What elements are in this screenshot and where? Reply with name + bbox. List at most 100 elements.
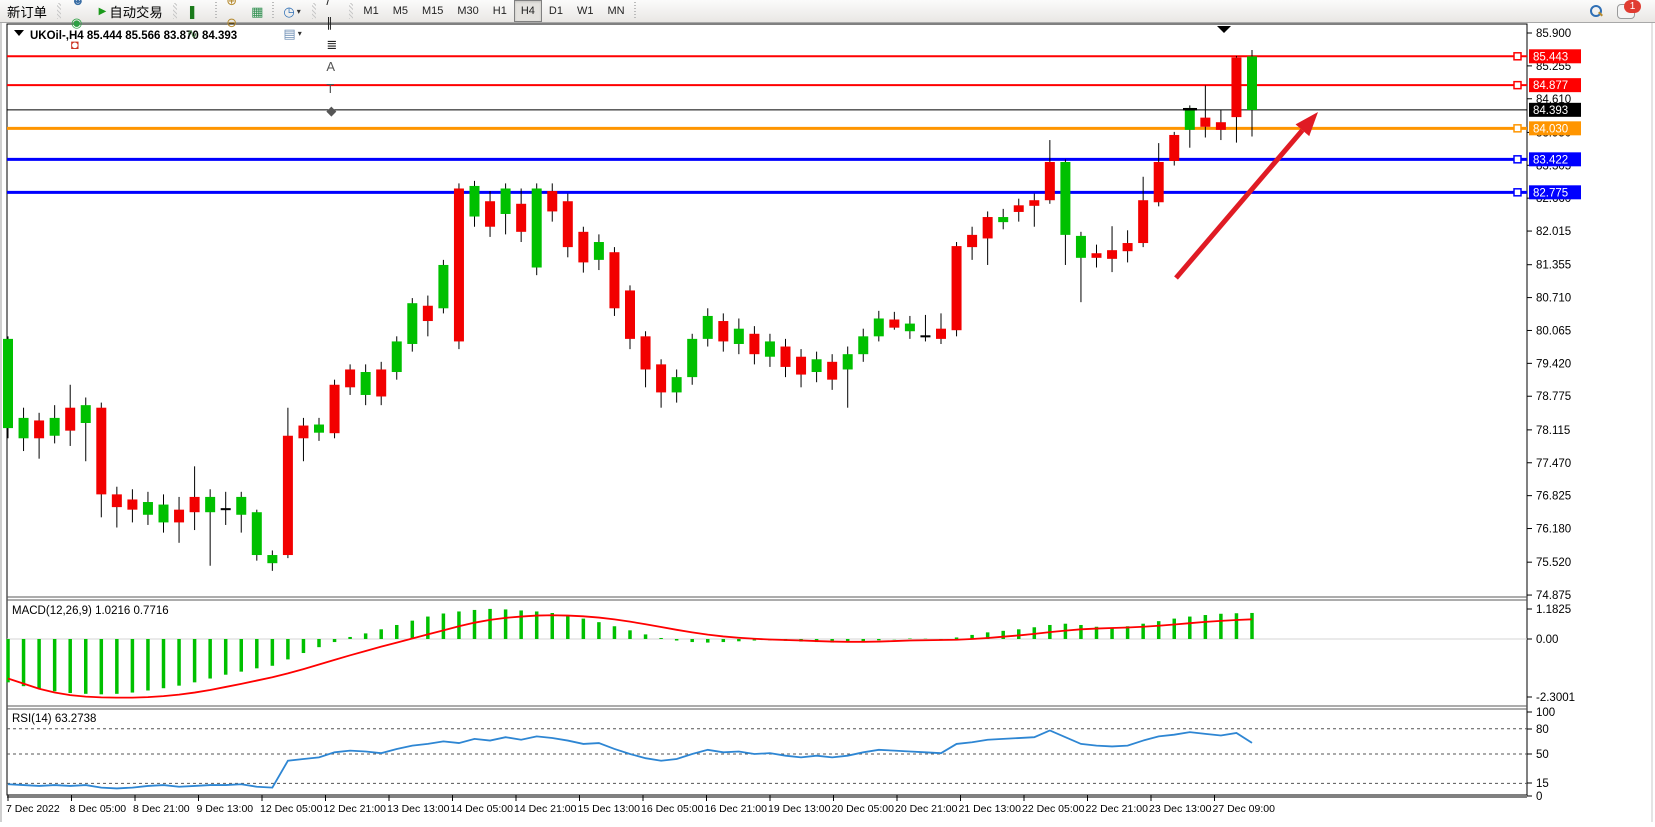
chart-canvas[interactable]: 85.90085.25584.61083.95083.30582.66082.0… — [0, 22, 1655, 822]
time-axis-label: 13 Dec 13:00 — [387, 803, 450, 815]
candle-body — [1169, 134, 1180, 161]
timeframe-group: M1 M5 M15 M30 H1 H4 D1 W1 MN — [356, 0, 631, 22]
candle-body — [205, 496, 216, 513]
candle-body — [593, 242, 604, 260]
candle-body — [391, 341, 402, 373]
shapes-button[interactable]: ◆ — [320, 99, 345, 121]
candle-body — [174, 509, 185, 523]
candlestick-chart-button[interactable]: ❚ — [181, 0, 213, 22]
zoom-in-button[interactable]: ⊕ — [220, 0, 243, 11]
fibonacci-icon: ≣ — [326, 36, 338, 52]
price-axis-label: 78.115 — [1536, 425, 1570, 437]
new-order-button[interactable]: 新订单 — [1, 1, 53, 21]
price-axis-label: 81.355 — [1536, 260, 1571, 272]
candle-body — [578, 231, 589, 263]
autotrading-button[interactable]: ▶ 自动交易 — [93, 1, 169, 21]
channel-button[interactable]: ∥ — [320, 11, 345, 33]
time-axis-label: 16 Dec 05:00 — [641, 803, 704, 815]
price-axis-label: 80.065 — [1536, 325, 1571, 337]
candle-body — [251, 512, 262, 556]
shapes-icon: ◆ — [326, 102, 337, 118]
profiles-button[interactable]: ☻ — [65, 0, 91, 11]
candle-body — [796, 356, 807, 375]
price-badge — [1529, 102, 1581, 117]
trend-arrow-head[interactable] — [1295, 112, 1318, 137]
candle-body — [1107, 250, 1118, 259]
zoom-out-button[interactable]: ⊖ — [220, 11, 243, 33]
rsi-axis-label: 0 — [1536, 791, 1542, 803]
market-icon: ◘ — [70, 36, 79, 52]
toolbar-separator — [272, 2, 275, 20]
timeframe-button-D1[interactable]: D1 — [548, 5, 563, 17]
line-end-marker[interactable] — [1513, 124, 1522, 133]
trend-arrow-line[interactable] — [1174, 128, 1305, 280]
chart-shift-marker[interactable] — [1217, 26, 1231, 33]
timeframe-button-M30[interactable]: M30 — [457, 5, 479, 17]
candle-body — [469, 185, 480, 217]
timeframe-button-H4[interactable]: H4 — [513, 0, 542, 22]
candle-body — [298, 425, 309, 439]
line-chart-button[interactable]: ∿ — [181, 22, 213, 44]
candle-body — [749, 333, 760, 355]
candle-body — [49, 417, 60, 436]
toolbar-left-icons: ❖☻◉◘ — [64, 0, 92, 55]
price-badge-label: 84.393 — [1533, 105, 1568, 117]
timeframe-button-M5[interactable]: M5 — [392, 5, 408, 17]
candle-body — [1013, 205, 1024, 212]
fibonacci-button[interactable]: ≣ — [320, 33, 345, 55]
time-axis-label: 12 Dec 05:00 — [260, 803, 323, 815]
macd-axis-label: -2.3001 — [1536, 692, 1575, 704]
price-badge-label: 83.422 — [1533, 154, 1568, 166]
timeframe-button-M15[interactable]: M15 — [421, 5, 444, 17]
market-button[interactable]: ◘ — [65, 33, 91, 55]
time-axis-label: 15 Dec 13:00 — [578, 803, 641, 815]
price-axis-label: 74.875 — [1536, 590, 1571, 602]
chart-window[interactable]: 85.90085.25584.61083.95083.30582.66082.0… — [0, 22, 1655, 822]
candle-body — [1044, 161, 1055, 201]
text-icon: A — [326, 58, 336, 74]
line-end-marker[interactable] — [1513, 155, 1522, 164]
label-icon: T — [326, 80, 335, 96]
candle-body — [873, 318, 884, 337]
line-end-marker[interactable] — [1513, 52, 1522, 61]
candle-body — [1060, 161, 1071, 235]
candle-body — [1091, 253, 1102, 258]
trendline-button[interactable]: / — [320, 0, 345, 11]
bar-open-dash-marker — [1183, 108, 1197, 111]
timeframe-button-H1[interactable]: H1 — [492, 5, 507, 17]
tile-windows-button[interactable]: ▦ — [245, 0, 269, 22]
time-axis-label: 27 Dec 09:00 — [1213, 803, 1276, 815]
candlestick-chart-icon: ❚ — [186, 3, 198, 19]
timeframe-button-M1[interactable]: M1 — [363, 5, 379, 17]
notifications-button[interactable]: 1 — [1611, 0, 1641, 22]
time-axis-label: 19 Dec 13:00 — [768, 803, 831, 815]
toolbar-dropdown-icons: ＋▾◷▾▤▾ — [276, 0, 309, 44]
symbol-dropdown-icon[interactable] — [14, 30, 24, 36]
text-button[interactable]: A — [320, 55, 345, 77]
line-end-marker[interactable] — [1513, 188, 1522, 197]
price-axis-label: 85.255 — [1536, 61, 1571, 73]
candle-body — [998, 217, 1009, 223]
price-axis-label: 85.900 — [1536, 28, 1571, 40]
timeframe-button-MN[interactable]: MN — [607, 5, 625, 17]
candle-body — [625, 290, 635, 339]
candle-body — [982, 217, 993, 239]
line-end-marker[interactable] — [1513, 80, 1522, 90]
trendline-icon: / — [326, 0, 331, 8]
signals-button[interactable]: ◉ — [65, 11, 91, 33]
toolbar-handle — [312, 3, 317, 19]
candle-body — [438, 264, 449, 309]
search-button[interactable] — [1583, 0, 1609, 22]
candle-body — [1247, 56, 1257, 110]
candle-body — [547, 191, 558, 212]
time-axis-label: 21 Dec 13:00 — [959, 803, 1022, 815]
toolbar-separator — [633, 2, 636, 20]
time-axis-label: 20 Dec 21:00 — [895, 803, 958, 815]
timeframe-button-W1[interactable]: W1 — [576, 5, 594, 17]
candle-body — [236, 496, 247, 515]
label-button[interactable]: T — [320, 77, 345, 99]
candle-body — [158, 504, 169, 523]
candle-body — [842, 354, 853, 370]
periods-button[interactable]: ◷ ▾ — [277, 0, 308, 22]
templates-button[interactable]: ▤ ▾ — [277, 22, 308, 44]
